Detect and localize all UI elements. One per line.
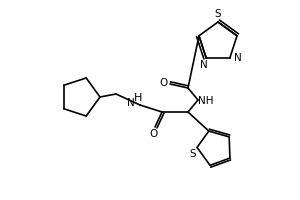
Text: S: S — [215, 9, 221, 19]
Text: H: H — [134, 93, 142, 103]
Text: O: O — [150, 129, 158, 139]
Text: S: S — [190, 149, 196, 159]
Text: NH: NH — [198, 96, 214, 106]
Text: N: N — [234, 53, 242, 63]
Text: O: O — [160, 78, 168, 88]
Text: N: N — [127, 98, 135, 108]
Text: N: N — [200, 60, 208, 70]
